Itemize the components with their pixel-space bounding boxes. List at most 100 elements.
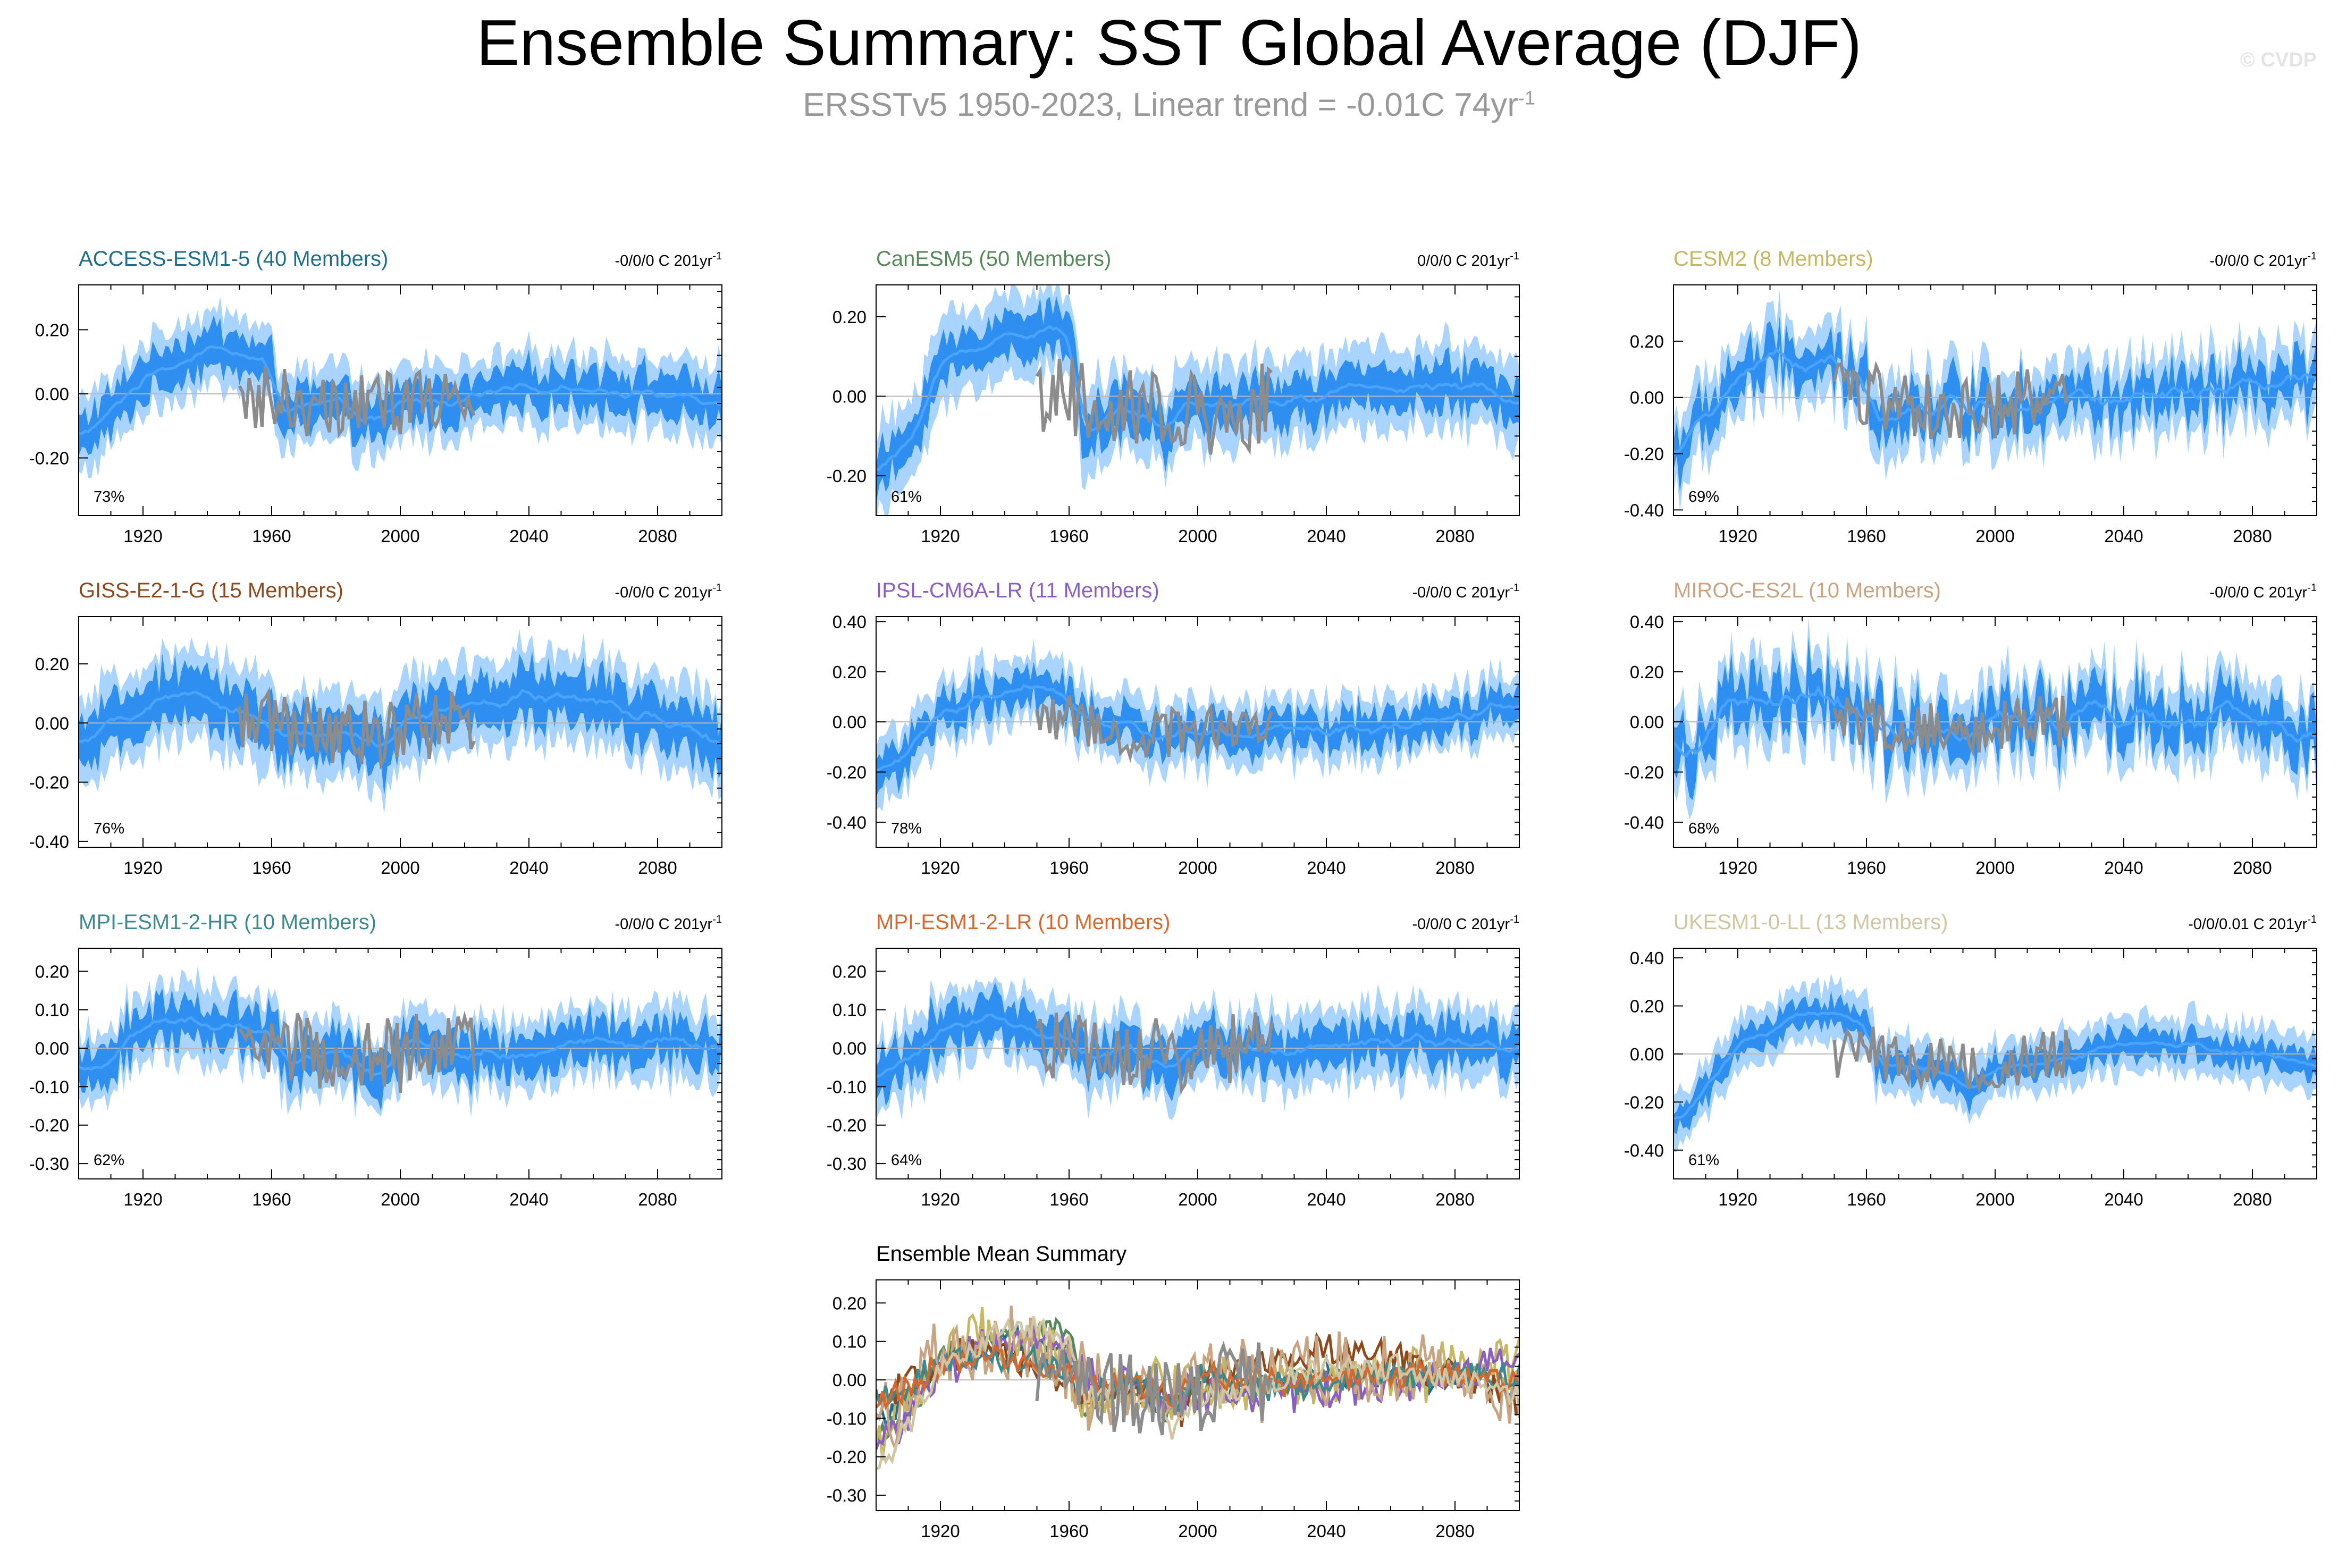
ensemble-mean-line — [79, 345, 722, 435]
observations-line — [1035, 357, 1273, 455]
subtitle-text: ERSSTv5 1950-2023, Linear trend = -0.01C… — [803, 87, 1518, 123]
trend-label: -0/0/0 C 201yr-1 — [615, 914, 722, 933]
trend-value: -0/0/0 C 201yr — [615, 916, 712, 933]
x-tick-label: 1960 — [252, 1190, 291, 1209]
plot-area — [1673, 289, 2317, 511]
observations-line — [238, 366, 476, 438]
x-tick-label: 2040 — [509, 1190, 548, 1209]
panel-title: UKESM1-0-LL (13 Members) — [1673, 911, 1948, 934]
y-tick-label: 0.10 — [832, 1000, 867, 1020]
spread-band-inner — [79, 315, 722, 456]
y-tick-label: 0.00 — [832, 1039, 867, 1058]
trend-superscript: -1 — [1510, 582, 1519, 594]
plot-area — [79, 628, 722, 814]
y-tick-label: 0.40 — [1630, 948, 1664, 968]
trend-label: -0/0/0 C 201yr-1 — [2209, 582, 2317, 601]
plot-area — [876, 1305, 1519, 1470]
y-tick-label: 0.00 — [35, 713, 69, 733]
y-tick-label: 0.00 — [832, 712, 867, 732]
y-tick-label: 0.20 — [35, 654, 69, 674]
x-tick-label: 1960 — [252, 526, 291, 546]
y-tick-label: 0.40 — [1630, 612, 1664, 631]
chart-panel-5: 1920 1960 2000 2040 2080 0.40 0.20 0.00 -0.20 -0.… — [827, 579, 1520, 878]
observations-line — [1832, 360, 2070, 440]
plot-area — [1673, 617, 2317, 820]
x-tick-label: 2080 — [1435, 526, 1474, 546]
x-tick-label: 1920 — [123, 858, 162, 878]
x-tick-label: 2080 — [1435, 1521, 1474, 1541]
chart-panel-10: 1920 1960 2000 2040 2080 0.20 0.10 0.00 -0.10 -0.… — [827, 1242, 1520, 1541]
y-tick-label: 0.10 — [35, 1000, 69, 1020]
y-tick-label: -0.40 — [1624, 500, 1664, 520]
x-tick-label: 1920 — [921, 1521, 960, 1541]
x-tick-label: 1960 — [1049, 1190, 1088, 1209]
trend-value: -0/0/0 C 201yr — [2209, 584, 2307, 601]
trend-label: -0/0/0 C 201yr-1 — [1412, 914, 1519, 933]
panel-title: MPI-ESM1-2-LR (10 Members) — [876, 911, 1170, 934]
plot-area — [876, 638, 1519, 812]
x-tick-label: 2000 — [1975, 526, 2014, 546]
trend-value: -0/0/0 C 201yr — [615, 252, 712, 269]
x-tick-label: 2000 — [381, 526, 419, 546]
x-tick-label: 2040 — [1307, 526, 1345, 546]
percent-label: 69% — [1688, 488, 1719, 505]
x-tick-label: 2040 — [509, 526, 548, 546]
trend-value: -0/0/0 C 201yr — [2209, 252, 2307, 269]
y-tick-label: 0.20 — [1630, 662, 1664, 682]
observations-line — [238, 1010, 476, 1093]
y-tick-label: 0.20 — [832, 962, 867, 981]
panel-title: ACCESS-ESM1-5 (40 Members) — [79, 247, 388, 271]
y-tick-label: -0.40 — [827, 813, 867, 832]
observations-line — [1035, 1341, 1273, 1436]
subtitle-superscript: -1 — [1518, 87, 1535, 109]
y-tick-label: -0.40 — [1624, 1141, 1664, 1160]
x-tick-label: 1960 — [1049, 1521, 1088, 1541]
percent-label: 68% — [1688, 820, 1719, 837]
trend-value: -0/0/0 C 201yr — [1412, 584, 1510, 601]
x-tick-label: 1920 — [921, 526, 960, 546]
x-tick-label: 2080 — [638, 858, 677, 878]
page-subtitle: ERSSTv5 1950-2023, Linear trend = -0.01C… — [0, 86, 2338, 124]
observations-line — [238, 686, 476, 771]
plot-area — [876, 285, 1519, 516]
x-tick-label: 1960 — [252, 858, 291, 878]
x-tick-label: 1920 — [921, 1190, 960, 1209]
percent-label: 64% — [891, 1152, 922, 1169]
y-tick-label: 0.00 — [35, 1039, 69, 1058]
chart-panel-2: 1920 1960 2000 2040 2080 0.20 0.00 -0.20 CanESM5… — [827, 247, 1520, 546]
trend-superscript: -1 — [712, 914, 722, 925]
y-tick-label: -0.20 — [827, 762, 867, 782]
percent-label: 62% — [94, 1152, 124, 1169]
x-tick-label: 2080 — [638, 1190, 677, 1209]
y-tick-label: 0.20 — [832, 307, 867, 327]
observations-line — [1035, 1012, 1274, 1094]
x-tick-label: 1920 — [123, 1190, 162, 1209]
trend-superscript: -1 — [2307, 250, 2317, 262]
x-tick-label: 2080 — [638, 526, 677, 546]
y-tick-label: 0.20 — [832, 662, 867, 682]
y-tick-label: -0.40 — [29, 832, 69, 852]
y-tick-label: -0.20 — [1624, 444, 1664, 464]
chart-panel-1: 1920 1960 2000 2040 2080 0.20 0.00 -0.20 ACCESS-… — [29, 247, 722, 546]
trend-superscript: -1 — [1510, 914, 1519, 925]
y-tick-label: 0.00 — [1630, 1044, 1664, 1064]
y-tick-label: -0.20 — [827, 466, 867, 486]
x-tick-label: 1920 — [123, 526, 162, 546]
panel-title: GISS-E2-1-G (15 Members) — [79, 579, 343, 602]
x-tick-label: 2040 — [2104, 858, 2143, 878]
trend-value: -0/0/0 C 201yr — [1412, 916, 1510, 933]
y-tick-label: -0.40 — [1624, 813, 1664, 832]
x-tick-label: 1960 — [1847, 858, 1886, 878]
trend-value: -0/0/0 C 201yr — [615, 584, 712, 601]
chart-panel-6: 1920 1960 2000 2040 2080 0.40 0.20 0.00 -0.20 -0.… — [1624, 579, 2317, 878]
ensemble-mean-line — [79, 1016, 722, 1077]
panel-title: Ensemble Mean Summary — [876, 1242, 1126, 1266]
observations-line — [1832, 696, 2071, 757]
trend-superscript: -1 — [712, 250, 722, 262]
x-tick-label: 1920 — [921, 858, 960, 878]
x-tick-label: 2000 — [1178, 1521, 1217, 1541]
trend-label: -0/0/0 C 201yr-1 — [2209, 250, 2317, 269]
panel-title: MPI-ESM1-2-HR (10 Members) — [79, 911, 376, 934]
y-tick-label: -0.10 — [29, 1077, 69, 1097]
percent-label: 76% — [94, 820, 124, 837]
